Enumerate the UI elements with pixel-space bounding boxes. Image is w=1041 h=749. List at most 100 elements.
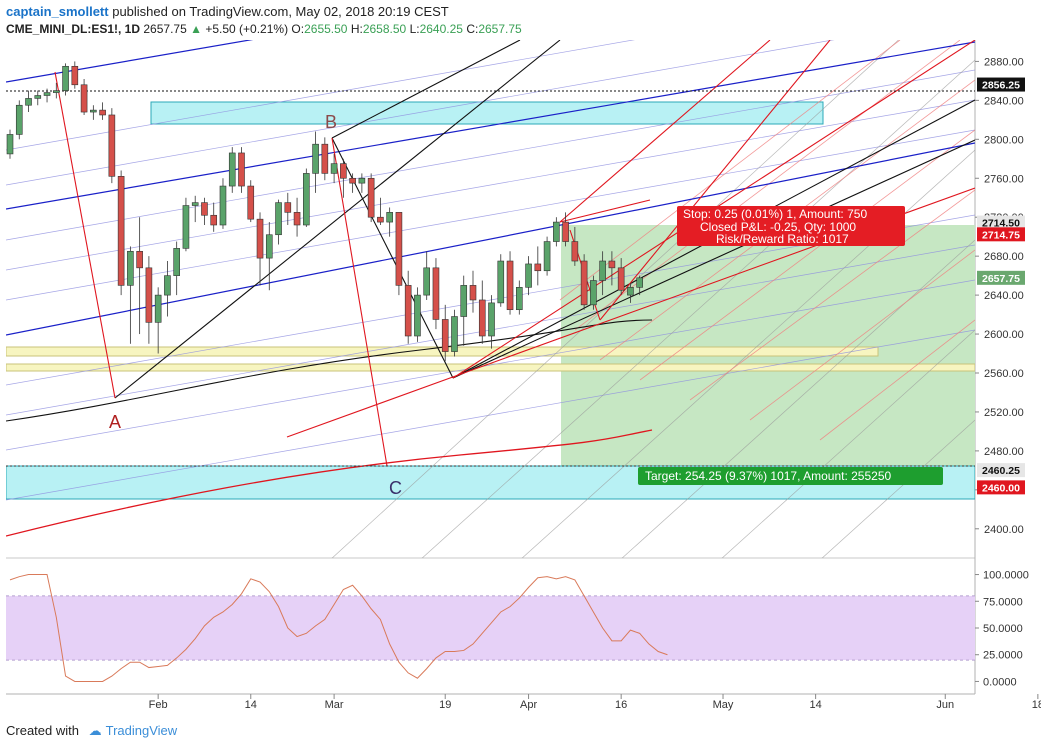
time-tick-label: 18 xyxy=(1032,699,1041,711)
candle-body xyxy=(414,294,421,337)
candle xyxy=(117,170,125,296)
resistance-box xyxy=(150,101,824,125)
candle-body xyxy=(238,152,245,187)
candle xyxy=(293,197,301,237)
candle-body xyxy=(191,202,199,206)
candles-group xyxy=(6,61,643,362)
candle-body xyxy=(340,163,347,179)
candle-body xyxy=(571,241,579,262)
stop-box[interactable]: Stop: 0.25 (0.01%) 1, Amount: 750 Closed… xyxy=(677,206,905,246)
candle xyxy=(525,256,532,296)
candle xyxy=(617,258,625,296)
candle xyxy=(34,90,42,106)
candle xyxy=(173,241,180,296)
candle xyxy=(80,78,88,115)
tradingview-logo-icon[interactable]: ☁ xyxy=(88,723,102,738)
candle-body xyxy=(432,267,440,320)
candle xyxy=(636,275,643,296)
candle-body xyxy=(201,202,208,216)
candle xyxy=(201,197,208,225)
candle-body xyxy=(377,216,384,223)
candle-body xyxy=(469,285,477,301)
candle-body xyxy=(367,177,375,218)
candle xyxy=(488,295,495,349)
candle-body xyxy=(330,163,338,174)
wave-a-label: A xyxy=(109,412,121,432)
candle xyxy=(312,131,319,193)
candle xyxy=(515,280,523,315)
candle-body xyxy=(590,280,597,306)
close-label: C: xyxy=(466,22,479,36)
candle-body xyxy=(247,185,255,220)
price-label-tag: 2460.00 xyxy=(977,480,1025,495)
candle-body xyxy=(386,212,393,223)
candle-body xyxy=(154,294,162,323)
candle xyxy=(580,254,588,310)
risk-reward-text: Risk/Reward Ratio: 1017 xyxy=(716,232,849,246)
candle xyxy=(590,275,597,310)
oscillator-line xyxy=(9,574,668,682)
target-box[interactable]: Target: 254.25 (9.37%) 1017, Amount: 255… xyxy=(638,467,943,485)
candle-body xyxy=(497,260,505,304)
price-label-bg xyxy=(977,270,1025,285)
price-label-text: 2460.25 xyxy=(982,465,1020,477)
candle xyxy=(349,173,356,193)
candle-body xyxy=(488,302,495,337)
price-tick-label: 2400.00 xyxy=(984,524,1024,536)
high-value: 2658.50 xyxy=(362,22,407,36)
candle-body xyxy=(136,250,143,269)
candle-body xyxy=(599,260,606,281)
candle-body xyxy=(303,173,310,226)
candle xyxy=(228,147,236,193)
time-tick-label: Feb xyxy=(149,699,168,711)
candle-body xyxy=(80,84,88,113)
price-label-text: 2460.00 xyxy=(982,482,1020,494)
candle-body xyxy=(534,263,542,272)
time-tick-label: Apr xyxy=(520,699,537,711)
candle xyxy=(127,246,134,344)
price-label-tag: 2856.25 xyxy=(977,77,1025,92)
candle xyxy=(71,61,79,89)
candle xyxy=(562,212,569,247)
close-value: 2657.75 xyxy=(478,22,522,36)
open-value: 2655.50 xyxy=(304,22,348,36)
candle xyxy=(136,217,143,335)
candle-body xyxy=(506,260,514,311)
candle xyxy=(451,309,458,357)
publish-line: captain_smollett published on TradingVie… xyxy=(6,4,449,19)
candle xyxy=(432,258,440,330)
candle xyxy=(62,63,69,96)
candle xyxy=(256,212,264,286)
time-axis[interactable]: Feb 14 Mar 19 Apr 16 May 14 Jun 18 xyxy=(149,694,1041,711)
candle-body xyxy=(117,176,125,286)
candle-body xyxy=(543,241,551,272)
tradingview-link[interactable]: TradingView xyxy=(105,723,178,738)
candle-body xyxy=(358,177,366,184)
price-label-text: 2657.75 xyxy=(982,273,1020,285)
author-link[interactable]: captain_smollett xyxy=(6,4,109,19)
candle xyxy=(219,178,227,229)
candle xyxy=(154,287,162,354)
candle-body xyxy=(182,205,190,249)
price-tick-label: 2600.00 xyxy=(984,329,1024,341)
candle xyxy=(182,197,190,252)
time-tick-label: 19 xyxy=(439,699,451,711)
candle-body xyxy=(284,202,292,213)
price-label-tag: 2714.50 xyxy=(977,215,1025,230)
candle xyxy=(478,280,486,344)
osc-tick-label: 0.0000 xyxy=(983,676,1017,688)
candle-body xyxy=(580,260,588,306)
candle xyxy=(321,137,329,181)
candle xyxy=(210,202,218,232)
osc-tick-label: 50.0000 xyxy=(983,623,1023,635)
candle-body xyxy=(627,287,634,296)
candle xyxy=(423,251,431,300)
price-tick-label: 2840.00 xyxy=(984,95,1024,107)
price-tick-label: 2680.00 xyxy=(984,251,1024,263)
candle xyxy=(367,173,375,223)
price-label-text: 2856.25 xyxy=(982,80,1020,92)
price-label-text: 2714.50 xyxy=(982,218,1020,230)
